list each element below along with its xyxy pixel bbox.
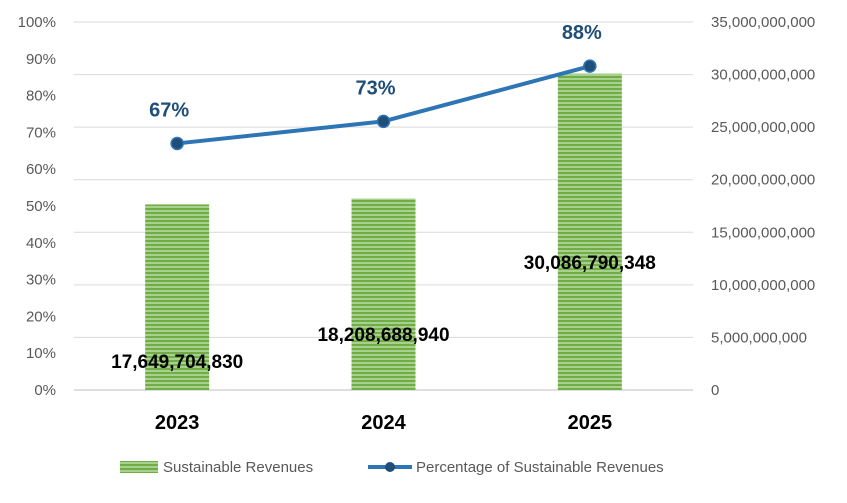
right-axis-tick-label: 15,000,000,000	[711, 224, 815, 241]
legend: Sustainable Revenues Percentage of Sustai…	[120, 459, 664, 476]
bar-2023	[145, 204, 210, 390]
bar-2024	[351, 198, 416, 390]
right-axis-tick-label: 5,000,000,000	[711, 329, 807, 346]
left-axis-tick-label: 50%	[26, 198, 56, 215]
bar-2025	[557, 73, 622, 391]
right-axis-tick-label: 20,000,000,000	[711, 172, 815, 189]
percentage-label-2025: 88%	[562, 22, 602, 44]
right-axis-tick-label: 30,000,000,000	[711, 67, 815, 84]
percentage-label-2023: 67%	[149, 99, 189, 121]
legend-label-sustainable-revenues: Sustainable Revenues	[163, 459, 313, 476]
bar-value-label-2025: 30,086,790,348	[524, 253, 656, 274]
left-axis-tick-label: 20%	[26, 308, 56, 325]
bar-value-label-2023: 17,649,704,830	[111, 352, 243, 373]
right-axis-tick-label: 35,000,000,000	[711, 14, 815, 31]
left-axis-tick-label: 30%	[26, 272, 56, 289]
right-axis-tick-label: 10,000,000,000	[711, 277, 815, 294]
legend-swatch-sustainable-revenues	[120, 461, 158, 473]
right-axis-tick-label: 25,000,000,000	[711, 119, 815, 136]
legend-label-percentage-of-sustainable-revenues: Percentage of Sustainable Revenues	[416, 459, 664, 476]
legend-marker-percentage-of-sustainable-revenues	[385, 462, 395, 472]
bar-value-label-2024: 18,208,688,940	[317, 325, 449, 346]
line-point-2024	[376, 114, 391, 129]
left-axis-tick-label: 80%	[26, 88, 56, 105]
left-axis-tick-label: 60%	[26, 161, 56, 178]
right-axis-tick-label: 0	[711, 382, 719, 399]
line-series: 67% 73% 88%	[149, 22, 602, 151]
left-axis-tick-label: 90%	[26, 51, 56, 68]
left-axis-tick-label: 100%	[18, 14, 56, 31]
category-label-2024: 2024	[361, 412, 406, 434]
percentage-label-2024: 73%	[355, 77, 395, 99]
category-axis: 2023 2024 2025	[155, 412, 612, 434]
left-axis-tick-label: 70%	[26, 124, 56, 141]
left-axis: 0% 10% 20% 30% 40% 50% 60% 70% 80% 90% 100%	[18, 14, 56, 399]
left-axis-tick-label: 0%	[34, 382, 56, 399]
category-label-2025: 2025	[568, 412, 613, 434]
left-axis-tick-label: 40%	[26, 235, 56, 252]
bar-series: 17,649,704,830 18,208,688,940 30,086,790,3…	[111, 73, 656, 391]
right-axis: 0 5,000,000,000 10,000,000,000 15,000,000,0…	[711, 14, 815, 399]
left-axis-tick-label: 10%	[26, 345, 56, 362]
line-point-2023	[170, 136, 184, 151]
line-point-2025	[583, 59, 597, 73]
category-label-2023: 2023	[155, 412, 200, 434]
